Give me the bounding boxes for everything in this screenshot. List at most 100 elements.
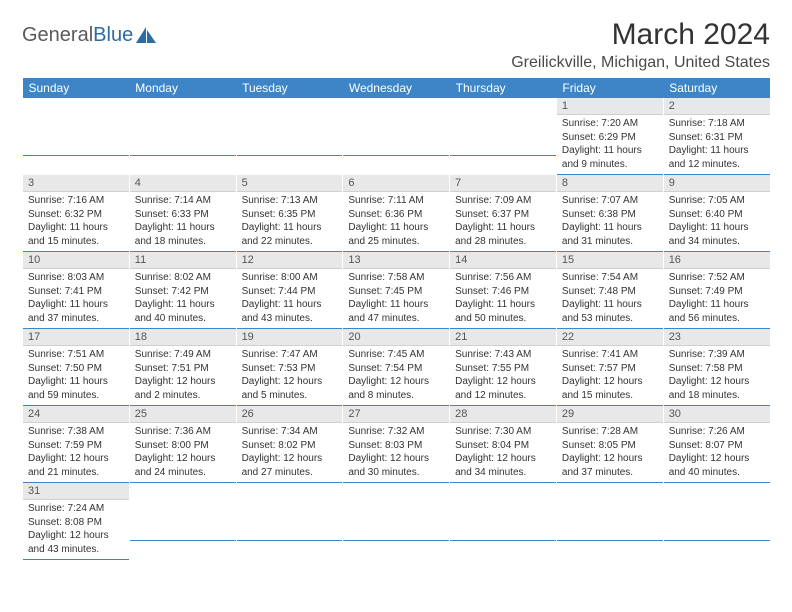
sunrise-line: Sunrise: 7:05 AM (669, 194, 765, 208)
day-number: 23 (664, 329, 770, 346)
logo: GeneralBlue (22, 24, 158, 47)
day-cell: 16Sunrise: 7:52 AMSunset: 7:49 PMDayligh… (663, 252, 770, 329)
daylight-line: Daylight: 12 hours and 27 minutes. (242, 452, 338, 479)
day-cell: 13Sunrise: 7:58 AMSunset: 7:45 PMDayligh… (343, 252, 450, 329)
logo-text-2: Blue (93, 24, 133, 47)
day-cell: 3Sunrise: 7:16 AMSunset: 6:32 PMDaylight… (23, 175, 130, 252)
empty-cell (343, 98, 450, 175)
day-number: 9 (664, 175, 770, 192)
day-body: Sunrise: 7:13 AMSunset: 6:35 PMDaylight:… (237, 192, 343, 252)
sunrise-line: Sunrise: 8:00 AM (242, 271, 338, 285)
day-number: 3 (23, 175, 129, 192)
day-body (237, 102, 343, 156)
day-cell: 7Sunrise: 7:09 AMSunset: 6:37 PMDaylight… (450, 175, 557, 252)
calendar-row: 24Sunrise: 7:38 AMSunset: 7:59 PMDayligh… (23, 406, 771, 483)
day-body: Sunrise: 7:18 AMSunset: 6:31 PMDaylight:… (664, 115, 770, 175)
day-body (343, 487, 449, 541)
daylight-line: Daylight: 12 hours and 18 minutes. (669, 375, 765, 402)
sunset-line: Sunset: 8:04 PM (455, 439, 551, 453)
sunset-line: Sunset: 7:57 PM (562, 362, 658, 376)
sunrise-line: Sunrise: 7:39 AM (669, 348, 765, 362)
calendar-row: 1Sunrise: 7:20 AMSunset: 6:29 PMDaylight… (23, 98, 771, 175)
header: GeneralBlue March 2024 Greilickville, Mi… (22, 18, 770, 72)
sunrise-line: Sunrise: 7:09 AM (455, 194, 551, 208)
day-body: Sunrise: 7:20 AMSunset: 6:29 PMDaylight:… (557, 115, 663, 175)
day-number: 8 (557, 175, 663, 192)
sunrise-line: Sunrise: 7:32 AM (348, 425, 444, 439)
day-number: 7 (450, 175, 556, 192)
day-body (343, 102, 449, 156)
sunrise-line: Sunrise: 7:11 AM (348, 194, 444, 208)
sunset-line: Sunset: 8:07 PM (669, 439, 765, 453)
day-number: 30 (664, 406, 770, 423)
day-number: 16 (664, 252, 770, 269)
daylight-line: Daylight: 11 hours and 9 minutes. (562, 144, 658, 171)
daylight-line: Daylight: 11 hours and 18 minutes. (135, 221, 231, 248)
empty-cell (556, 483, 663, 560)
day-body: Sunrise: 7:30 AMSunset: 8:04 PMDaylight:… (450, 423, 556, 483)
logo-text-1: General (22, 24, 93, 47)
sunset-line: Sunset: 7:51 PM (135, 362, 231, 376)
empty-cell (23, 98, 130, 175)
day-cell: 29Sunrise: 7:28 AMSunset: 8:05 PMDayligh… (556, 406, 663, 483)
daylight-line: Daylight: 11 hours and 28 minutes. (455, 221, 551, 248)
empty-cell (129, 98, 236, 175)
day-body: Sunrise: 8:03 AMSunset: 7:41 PMDaylight:… (23, 269, 129, 329)
sunrise-line: Sunrise: 7:43 AM (455, 348, 551, 362)
sunset-line: Sunset: 8:03 PM (348, 439, 444, 453)
calendar-table: SundayMondayTuesdayWednesdayThursdayFrid… (22, 78, 770, 560)
day-number: 4 (130, 175, 236, 192)
day-body: Sunrise: 7:41 AMSunset: 7:57 PMDaylight:… (557, 346, 663, 406)
day-cell: 20Sunrise: 7:45 AMSunset: 7:54 PMDayligh… (343, 329, 450, 406)
day-cell: 1Sunrise: 7:20 AMSunset: 6:29 PMDaylight… (556, 98, 663, 175)
day-body: Sunrise: 7:14 AMSunset: 6:33 PMDaylight:… (130, 192, 236, 252)
calendar-head: SundayMondayTuesdayWednesdayThursdayFrid… (23, 78, 771, 98)
day-cell: 8Sunrise: 7:07 AMSunset: 6:38 PMDaylight… (556, 175, 663, 252)
day-number: 21 (450, 329, 556, 346)
daylight-line: Daylight: 12 hours and 8 minutes. (348, 375, 444, 402)
day-body: Sunrise: 7:58 AMSunset: 7:45 PMDaylight:… (343, 269, 449, 329)
daylight-line: Daylight: 12 hours and 37 minutes. (562, 452, 658, 479)
sunset-line: Sunset: 8:02 PM (242, 439, 338, 453)
sunset-line: Sunset: 7:53 PM (242, 362, 338, 376)
day-cell: 5Sunrise: 7:13 AMSunset: 6:35 PMDaylight… (236, 175, 343, 252)
sunset-line: Sunset: 7:42 PM (135, 285, 231, 299)
day-number: 12 (237, 252, 343, 269)
sunset-line: Sunset: 7:50 PM (28, 362, 124, 376)
daylight-line: Daylight: 12 hours and 21 minutes. (28, 452, 124, 479)
day-body (557, 487, 663, 541)
sunrise-line: Sunrise: 8:02 AM (135, 271, 231, 285)
day-body: Sunrise: 7:39 AMSunset: 7:58 PMDaylight:… (664, 346, 770, 406)
day-cell: 31Sunrise: 7:24 AMSunset: 8:08 PMDayligh… (23, 483, 130, 560)
day-cell: 28Sunrise: 7:30 AMSunset: 8:04 PMDayligh… (450, 406, 557, 483)
sunrise-line: Sunrise: 7:51 AM (28, 348, 124, 362)
sunset-line: Sunset: 6:33 PM (135, 208, 231, 222)
day-number: 1 (557, 98, 663, 115)
sunset-line: Sunset: 7:48 PM (562, 285, 658, 299)
daylight-line: Daylight: 11 hours and 40 minutes. (135, 298, 231, 325)
day-body (23, 102, 129, 156)
day-number: 25 (130, 406, 236, 423)
weekday-header: Tuesday (236, 78, 343, 98)
day-number: 17 (23, 329, 129, 346)
daylight-line: Daylight: 12 hours and 5 minutes. (242, 375, 338, 402)
day-body: Sunrise: 7:34 AMSunset: 8:02 PMDaylight:… (237, 423, 343, 483)
daylight-line: Daylight: 12 hours and 40 minutes. (669, 452, 765, 479)
day-body: Sunrise: 7:26 AMSunset: 8:07 PMDaylight:… (664, 423, 770, 483)
title-block: March 2024 Greilickville, Michigan, Unit… (511, 18, 770, 72)
day-cell: 24Sunrise: 7:38 AMSunset: 7:59 PMDayligh… (23, 406, 130, 483)
day-cell: 14Sunrise: 7:56 AMSunset: 7:46 PMDayligh… (450, 252, 557, 329)
weekday-header: Thursday (450, 78, 557, 98)
day-body: Sunrise: 7:11 AMSunset: 6:36 PMDaylight:… (343, 192, 449, 252)
day-number: 10 (23, 252, 129, 269)
sunrise-line: Sunrise: 7:54 AM (562, 271, 658, 285)
day-body: Sunrise: 8:02 AMSunset: 7:42 PMDaylight:… (130, 269, 236, 329)
sunrise-line: Sunrise: 7:49 AM (135, 348, 231, 362)
day-number: 5 (237, 175, 343, 192)
daylight-line: Daylight: 12 hours and 12 minutes. (455, 375, 551, 402)
day-number: 28 (450, 406, 556, 423)
empty-cell (343, 483, 450, 560)
day-cell: 6Sunrise: 7:11 AMSunset: 6:36 PMDaylight… (343, 175, 450, 252)
empty-cell (663, 483, 770, 560)
sunrise-line: Sunrise: 7:47 AM (242, 348, 338, 362)
